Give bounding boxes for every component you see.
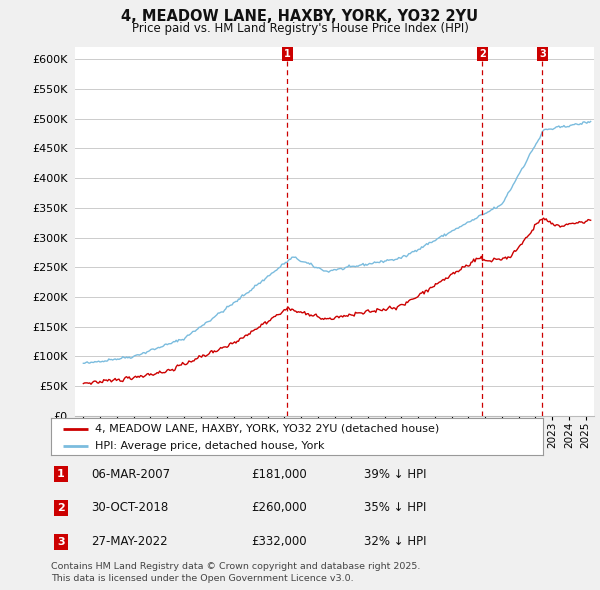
Text: HPI: Average price, detached house, York: HPI: Average price, detached house, York (95, 441, 325, 451)
Text: 39% ↓ HPI: 39% ↓ HPI (364, 468, 427, 481)
Text: 30-OCT-2018: 30-OCT-2018 (91, 502, 169, 514)
Text: £260,000: £260,000 (251, 502, 307, 514)
Text: 3: 3 (57, 537, 65, 547)
Text: 35% ↓ HPI: 35% ↓ HPI (364, 502, 427, 514)
Text: 1: 1 (57, 469, 65, 479)
Text: 4, MEADOW LANE, HAXBY, YORK, YO32 2YU (detached house): 4, MEADOW LANE, HAXBY, YORK, YO32 2YU (d… (95, 424, 440, 434)
Text: £332,000: £332,000 (251, 535, 307, 548)
Text: 3: 3 (539, 50, 545, 60)
Text: 4, MEADOW LANE, HAXBY, YORK, YO32 2YU: 4, MEADOW LANE, HAXBY, YORK, YO32 2YU (121, 9, 479, 24)
Text: 32% ↓ HPI: 32% ↓ HPI (364, 535, 427, 548)
Text: 06-MAR-2007: 06-MAR-2007 (91, 468, 170, 481)
Text: 2: 2 (479, 50, 486, 60)
Text: Contains HM Land Registry data © Crown copyright and database right 2025.
This d: Contains HM Land Registry data © Crown c… (51, 562, 421, 583)
Text: Price paid vs. HM Land Registry's House Price Index (HPI): Price paid vs. HM Land Registry's House … (131, 22, 469, 35)
Text: 1: 1 (284, 50, 290, 60)
Text: £181,000: £181,000 (251, 468, 307, 481)
Text: 2: 2 (57, 503, 65, 513)
Text: 27-MAY-2022: 27-MAY-2022 (91, 535, 168, 548)
